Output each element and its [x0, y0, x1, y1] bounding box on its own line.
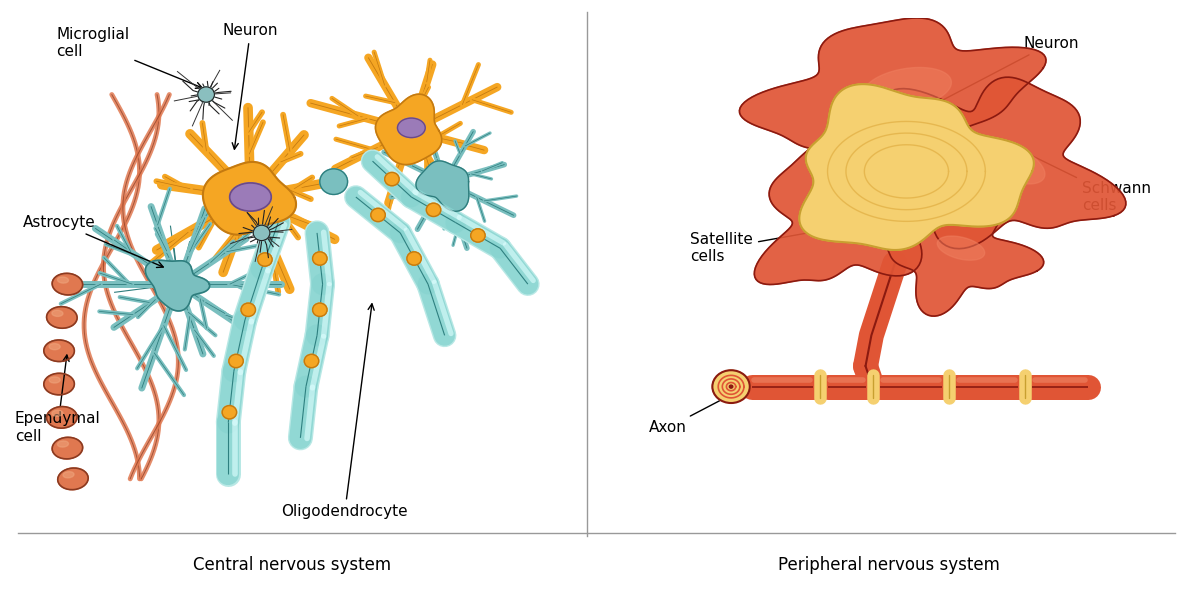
Ellipse shape	[44, 340, 74, 362]
Polygon shape	[754, 128, 928, 284]
Polygon shape	[863, 68, 952, 109]
Circle shape	[229, 355, 243, 368]
Ellipse shape	[44, 373, 74, 395]
Text: Microglial
cell: Microglial cell	[56, 27, 202, 88]
Text: Axon: Axon	[649, 386, 748, 435]
Polygon shape	[376, 94, 441, 164]
Ellipse shape	[47, 307, 78, 328]
Text: Oligodendrocyte: Oligodendrocyte	[282, 304, 408, 519]
Polygon shape	[799, 84, 1034, 250]
Polygon shape	[146, 260, 210, 311]
Polygon shape	[827, 181, 878, 227]
Ellipse shape	[57, 468, 88, 489]
Polygon shape	[938, 236, 984, 260]
Text: Ependymal
cell: Ependymal cell	[14, 355, 100, 444]
Circle shape	[320, 169, 347, 194]
Circle shape	[729, 385, 733, 388]
Circle shape	[198, 87, 215, 102]
Text: Schwann
cells: Schwann cells	[1015, 148, 1151, 213]
Ellipse shape	[52, 273, 82, 295]
Ellipse shape	[49, 343, 60, 350]
Circle shape	[222, 406, 236, 419]
Circle shape	[712, 370, 749, 403]
Polygon shape	[885, 77, 1126, 249]
Text: Central nervous system: Central nervous system	[193, 557, 391, 574]
Ellipse shape	[49, 377, 60, 383]
Ellipse shape	[397, 118, 425, 138]
Circle shape	[304, 355, 319, 368]
Circle shape	[313, 303, 327, 316]
Polygon shape	[869, 188, 1044, 316]
Circle shape	[258, 253, 272, 266]
Text: Peripheral nervous system: Peripheral nervous system	[778, 557, 1000, 574]
Ellipse shape	[63, 472, 74, 478]
Ellipse shape	[51, 310, 63, 316]
Circle shape	[241, 303, 255, 316]
Ellipse shape	[230, 183, 271, 211]
Ellipse shape	[57, 441, 68, 447]
Ellipse shape	[52, 437, 82, 459]
Circle shape	[426, 203, 440, 217]
Ellipse shape	[57, 277, 68, 283]
Circle shape	[253, 225, 270, 240]
Polygon shape	[203, 162, 296, 234]
Text: Neuron: Neuron	[928, 36, 1078, 108]
Polygon shape	[416, 161, 469, 211]
Circle shape	[384, 173, 400, 186]
Circle shape	[371, 209, 385, 221]
Polygon shape	[740, 18, 1046, 178]
Polygon shape	[978, 142, 1045, 184]
Ellipse shape	[47, 406, 78, 428]
Polygon shape	[799, 84, 1034, 250]
Circle shape	[407, 252, 421, 265]
Circle shape	[313, 252, 327, 265]
Circle shape	[471, 229, 486, 242]
Text: Astrocyte: Astrocyte	[23, 215, 163, 267]
Ellipse shape	[51, 410, 63, 416]
Text: Satellite
cells: Satellite cells	[691, 221, 861, 264]
Text: Neuron: Neuron	[223, 23, 278, 149]
